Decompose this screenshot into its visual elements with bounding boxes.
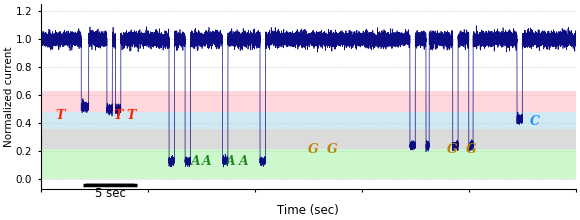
Text: A: A [202,155,211,168]
Bar [41,129,576,149]
Bar [41,112,576,129]
Text: 5 sec: 5 sec [95,187,125,200]
Text: A: A [191,155,201,168]
X-axis label: Time (sec): Time (sec) [277,204,339,217]
Text: T: T [55,109,64,122]
Y-axis label: Normalized current: Normalized current [4,46,14,147]
Text: T: T [113,109,122,122]
Text: T: T [127,109,136,122]
Text: A: A [239,155,249,168]
Bar [41,149,576,180]
Text: G: G [447,143,458,156]
Text: G: G [327,143,337,156]
Text: A: A [226,155,236,168]
Text: C: C [530,115,540,128]
Text: G: G [308,143,319,156]
Text: G: G [466,143,476,156]
Bar [41,91,576,112]
